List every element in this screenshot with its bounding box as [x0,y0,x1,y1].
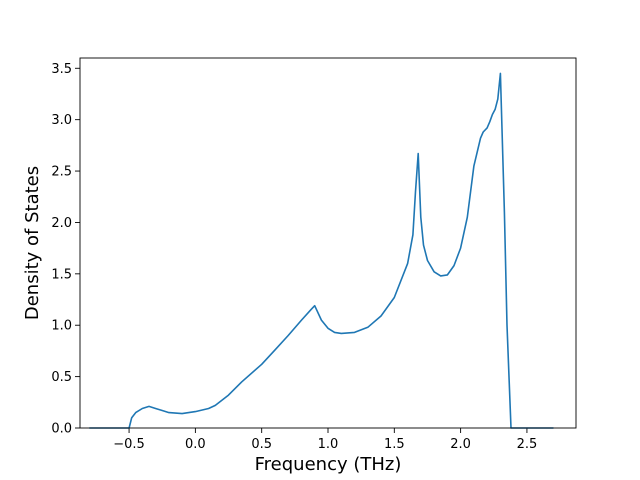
x-tick-label: 1.5 [384,437,405,452]
y-tick-label: 3.0 [51,113,72,128]
x-tick-label: 0.0 [185,437,206,452]
y-tick-label: 3.5 [51,62,72,77]
x-ticks: −0.5 0.0 0.5 1.0 1.5 2.0 2.5 [113,428,537,452]
x-tick-label: 0.5 [251,437,272,452]
dos-line-series [89,72,554,429]
y-ticks: 0.0 0.5 1.0 1.5 2.0 2.5 3.0 3.5 [51,62,80,437]
plot-background [80,58,576,428]
y-tick-label: 2.5 [51,165,72,180]
x-tick-label: 2.0 [450,437,471,452]
y-tick-label: 1.0 [51,319,72,334]
y-tick-label: 2.0 [51,216,72,231]
x-tick-label: −0.5 [113,437,145,452]
x-tick-label: 2.5 [517,437,538,452]
plot-frame [79,57,577,429]
y-tick-label: 1.5 [51,267,72,282]
y-tick-label: 0.0 [51,422,72,437]
y-axis-label: Density of States [22,166,43,320]
y-tick-label: 0.5 [51,370,72,385]
x-axis-label: Frequency (THz) [255,454,402,475]
x-tick-label: 1.0 [318,437,339,452]
